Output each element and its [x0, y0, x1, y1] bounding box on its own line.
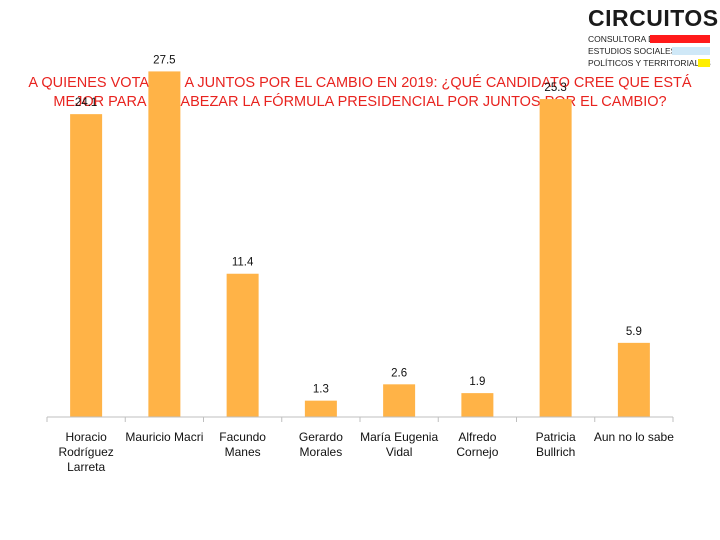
- bar: [70, 114, 103, 417]
- bar: [461, 393, 494, 417]
- logo-yellow-bar: [698, 59, 710, 67]
- chart-title: A QUIENES VOTARON A JUNTOS POR EL CAMBIO…: [20, 74, 700, 112]
- bar-value-label: 1.3: [313, 384, 329, 396]
- x-tick-label: Larreta: [67, 460, 105, 474]
- bar-value-label: 27.5: [153, 54, 175, 66]
- bar-value-label: 11.4: [232, 257, 254, 269]
- x-tick-label: Bullrich: [536, 445, 575, 459]
- logo-line-1: CONSULTORA DE: [588, 34, 660, 44]
- logo-blue-bar: [672, 47, 710, 55]
- x-axis-ticks: [46, 417, 674, 422]
- logo-line-3: POLÍTICOS Y TERRITORIALES: [588, 58, 711, 68]
- x-tick-label: Mauricio Macri: [125, 430, 203, 444]
- x-tick-label: Rodríguez: [58, 445, 113, 459]
- bars-group: 24.1 27.5 11.4 1.3 2.6 1.9 25.3 5.9: [70, 54, 650, 418]
- x-tick-label: Cornejo: [456, 445, 498, 459]
- bar: [383, 384, 416, 417]
- bar: [148, 71, 181, 418]
- x-tick-label: Patricia: [536, 430, 576, 444]
- logo-wordmark: CIRCUITOS: [588, 5, 719, 31]
- x-tick-label: Manes: [225, 445, 261, 459]
- x-tick-label: Gerardo: [299, 430, 343, 444]
- x-tick-label: Facundo: [219, 430, 266, 444]
- bar: [226, 273, 259, 417]
- x-tick-label: María Eugenia: [360, 430, 438, 444]
- logo-line-2: ESTUDIOS SOCIALES,: [588, 46, 679, 56]
- bar-value-label: 25.3: [544, 82, 566, 94]
- x-tick-label: Vidal: [386, 445, 412, 459]
- chart-title-line-2: MEJOR PARA ENCABEZAR LA FÓRMULA PRESIDEN…: [53, 94, 667, 110]
- logo-red-bar: [650, 35, 710, 43]
- bar-value-label: 2.6: [391, 367, 407, 379]
- x-tick-label: Horacio: [65, 430, 107, 444]
- bar: [617, 342, 650, 417]
- x-tick-label: Morales: [300, 445, 343, 459]
- bar: [304, 400, 337, 417]
- x-tick-label: Aun no lo sabe: [594, 430, 674, 444]
- circuitos-logo: CIRCUITOS CONSULTORA DE ESTUDIOS SOCIALE…: [588, 6, 718, 68]
- bar: [539, 99, 572, 418]
- bar-value-label: 1.9: [469, 376, 485, 388]
- bar-value-label: 24.1: [75, 97, 97, 109]
- bar-value-label: 5.9: [626, 326, 642, 338]
- x-tick-label: Alfredo: [458, 430, 496, 444]
- chart-title-line-1: A QUIENES VOTARON A JUNTOS POR EL CAMBIO…: [28, 75, 692, 91]
